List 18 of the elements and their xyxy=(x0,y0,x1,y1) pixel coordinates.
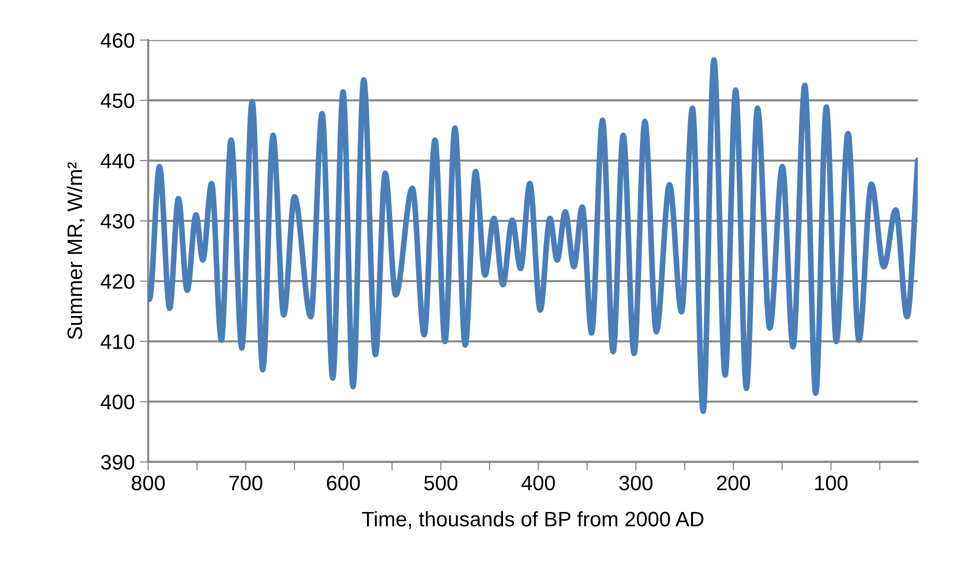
x-tick-label: 400 xyxy=(521,476,555,490)
y-axis-title: Summer MR, W/m² xyxy=(66,162,85,340)
x-tick-label: 600 xyxy=(326,476,360,490)
x-tick-label: 500 xyxy=(424,476,458,490)
x-tick-label: 200 xyxy=(717,476,750,490)
x-tick-label: 800 xyxy=(132,476,165,490)
y-tick-label: 430 xyxy=(100,214,134,229)
y-tick-label: 420 xyxy=(100,274,134,289)
x-tick-label: 300 xyxy=(619,476,652,490)
y-tick-label: 400 xyxy=(100,394,134,410)
x-tick-label: 700 xyxy=(229,476,262,490)
x-axis-title: Time, thousands of BP from 2000 AD xyxy=(362,511,704,529)
y-tick-label: 410 xyxy=(100,334,134,350)
x-tick-label: 100 xyxy=(815,476,848,490)
y-tick-label: 440 xyxy=(100,154,134,168)
y-tick-label: 390 xyxy=(101,454,134,470)
y-tick-label: 450 xyxy=(100,93,134,108)
y-tick-label: 460 xyxy=(100,33,134,48)
